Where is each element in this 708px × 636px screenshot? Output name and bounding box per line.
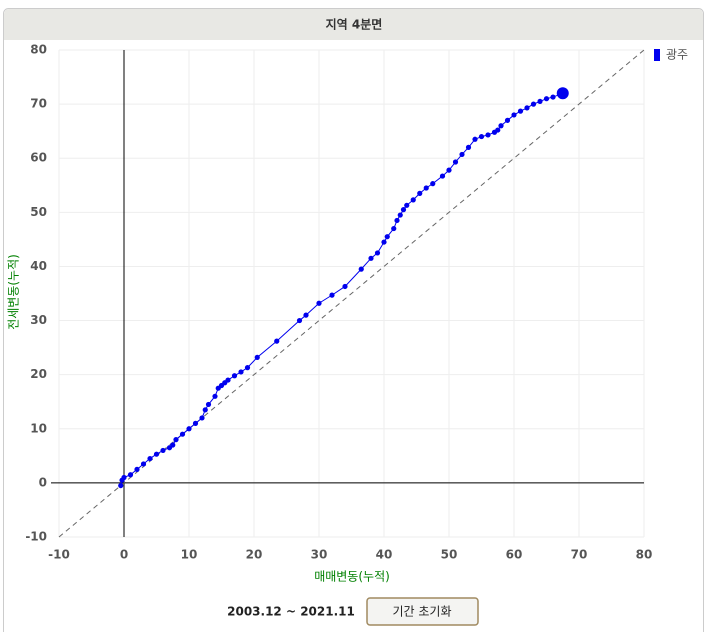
x-axis-label: 매매변동(누적)	[314, 570, 390, 584]
y-tick-label: -10	[25, 530, 47, 544]
point	[439, 173, 446, 179]
point	[400, 207, 407, 213]
point	[244, 365, 251, 371]
point	[511, 112, 517, 118]
point	[186, 426, 192, 432]
period: 2003.12 ~ 2021.11	[227, 605, 355, 619]
point	[202, 407, 208, 413]
point	[316, 300, 322, 306]
x-tick-label: 20	[246, 548, 263, 562]
point	[423, 185, 429, 191]
point	[160, 447, 166, 454]
x-tick-label: -10	[48, 548, 70, 562]
point	[192, 420, 199, 426]
y-tick-label: 80	[30, 43, 47, 57]
point	[254, 354, 260, 360]
panel-header	[4, 9, 703, 40]
y-axis-label: 전세변동(누적)	[7, 254, 21, 330]
point	[118, 482, 124, 489]
point	[404, 202, 410, 208]
point	[212, 393, 218, 399]
point	[147, 455, 153, 462]
y-tick-label: 30	[30, 313, 47, 327]
y-tick-label: 0	[39, 475, 47, 489]
point	[394, 217, 400, 224]
point	[430, 181, 436, 187]
point	[452, 159, 459, 165]
x-tick-label: 60	[506, 548, 523, 562]
point	[374, 250, 381, 256]
x-tick-label: 50	[441, 548, 458, 562]
point	[205, 401, 212, 408]
x-tick-label: 30	[311, 548, 328, 562]
reset-button-label[interactable]: 기간 초기화	[392, 605, 451, 619]
point	[498, 123, 504, 129]
y-tick-label: 20	[30, 367, 47, 381]
point	[504, 117, 511, 123]
point	[231, 373, 238, 379]
y-tick-label: 40	[30, 259, 47, 273]
point	[179, 431, 186, 437]
point	[303, 312, 309, 318]
point	[342, 283, 348, 290]
legend-swatch	[654, 49, 660, 61]
point	[173, 437, 179, 443]
point	[358, 266, 364, 272]
x-tick-label: 0	[120, 548, 128, 562]
x-tick-label: 10	[181, 548, 198, 562]
point	[296, 317, 303, 324]
point	[478, 133, 485, 140]
point	[121, 474, 127, 481]
reset-button-box[interactable]	[366, 597, 479, 626]
point	[530, 101, 537, 107]
point	[134, 466, 140, 472]
point	[199, 415, 205, 421]
point	[140, 461, 147, 467]
point	[329, 292, 335, 298]
x-tick-label: 40	[376, 548, 393, 562]
y-tick-label: 60	[30, 151, 47, 165]
chart-title: 지역 4분면	[326, 17, 383, 32]
point	[543, 96, 550, 102]
y-tick-label: 50	[30, 205, 47, 219]
point	[225, 377, 231, 383]
point	[556, 87, 569, 100]
point	[391, 225, 397, 232]
point	[410, 197, 416, 203]
point	[238, 369, 244, 375]
point	[397, 212, 403, 218]
point	[446, 167, 452, 173]
point	[550, 94, 556, 100]
point	[517, 108, 524, 114]
x-tick-label: 80	[636, 548, 653, 562]
point	[170, 442, 176, 448]
panel	[3, 8, 704, 636]
point	[524, 105, 530, 111]
point	[368, 255, 374, 261]
point	[153, 451, 160, 457]
reset-button[interactable]: 기간 초기화	[366, 597, 479, 626]
point	[381, 239, 387, 245]
point	[127, 472, 134, 478]
point	[465, 144, 472, 150]
point	[472, 136, 478, 142]
y-tick-label: 70	[30, 97, 47, 111]
point	[537, 98, 543, 105]
point	[485, 132, 491, 138]
legend-label: 광주	[666, 48, 688, 62]
point	[459, 151, 465, 158]
point	[495, 127, 501, 133]
y-tick-label: 10	[30, 421, 47, 435]
point	[417, 190, 423, 196]
point	[274, 338, 280, 344]
point	[384, 234, 390, 240]
x-tick-label: 70	[571, 548, 588, 562]
